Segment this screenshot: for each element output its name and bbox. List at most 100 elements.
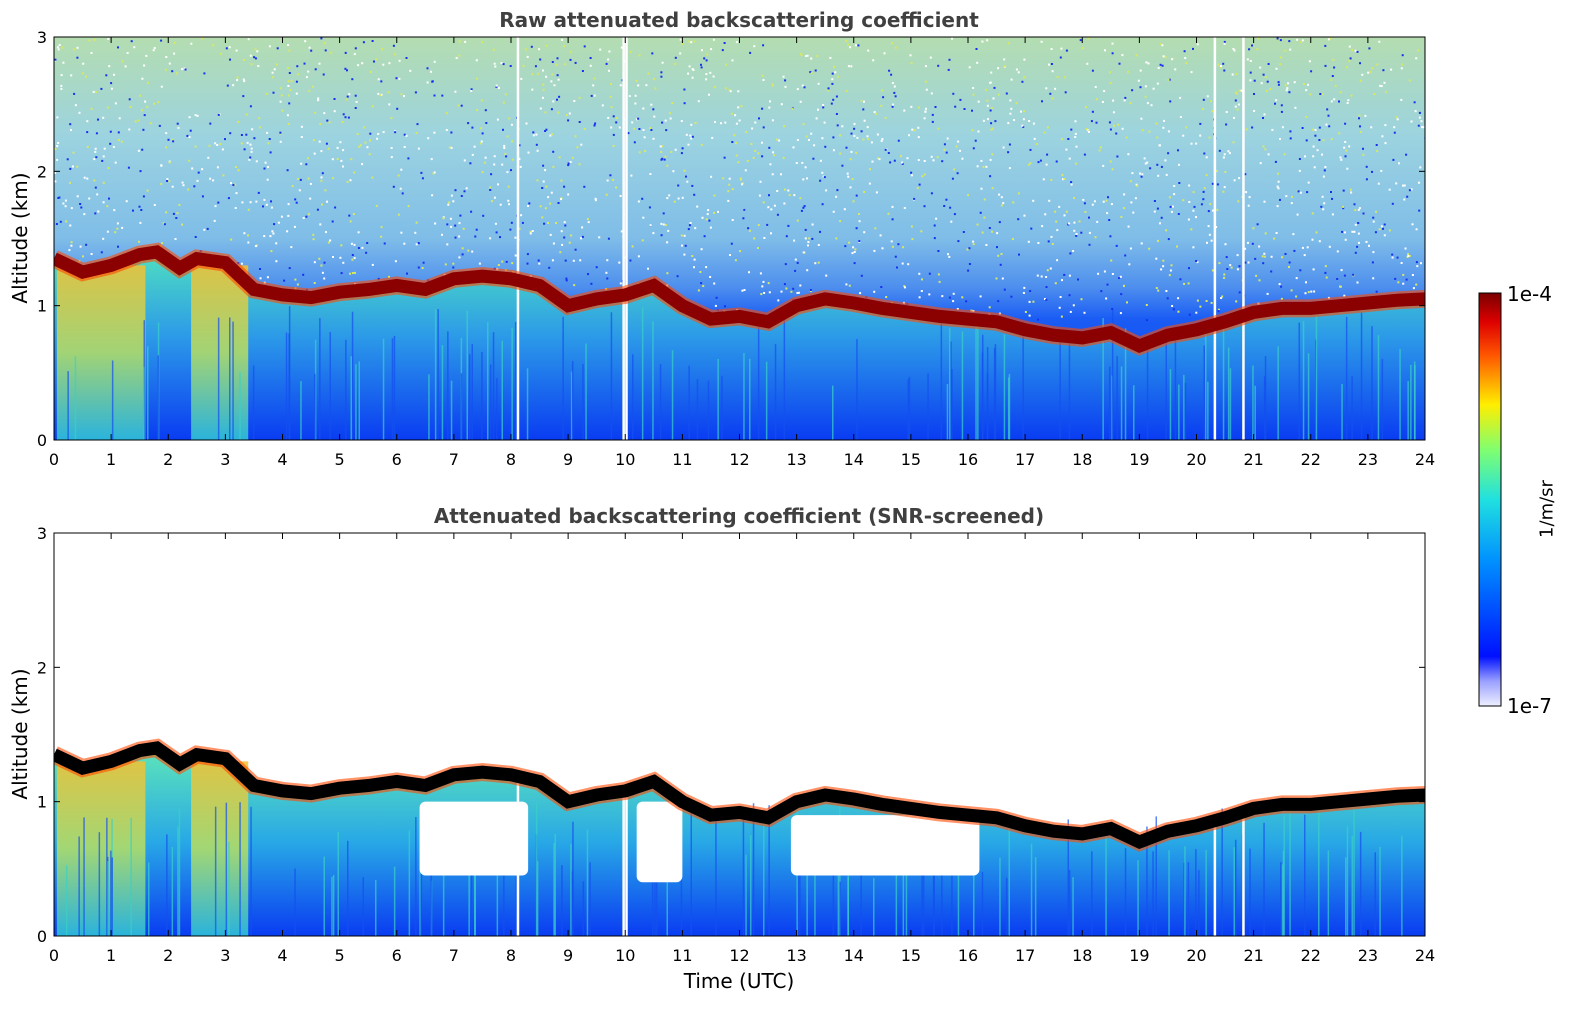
noise-speck bbox=[541, 216, 544, 219]
noise-speck bbox=[1304, 155, 1306, 158]
noise-speck bbox=[1246, 58, 1249, 61]
noise-speck bbox=[116, 227, 119, 230]
noise-speck bbox=[95, 132, 98, 135]
noise-speck bbox=[158, 124, 161, 127]
noise-speck bbox=[722, 177, 725, 180]
vertical-streak bbox=[632, 354, 634, 440]
noise-speck bbox=[1376, 150, 1379, 153]
noise-speck bbox=[1139, 69, 1142, 72]
noise-speck bbox=[1098, 149, 1101, 152]
noise-speck bbox=[1351, 49, 1354, 51]
noise-speck bbox=[615, 116, 618, 119]
noise-speck bbox=[461, 247, 464, 250]
noise-speck bbox=[901, 162, 904, 165]
noise-speck bbox=[267, 142, 270, 145]
noise-speck bbox=[976, 61, 979, 64]
noise-speck bbox=[595, 266, 598, 269]
noise-speck bbox=[415, 243, 418, 246]
noise-speck bbox=[1396, 256, 1399, 259]
noise-speck bbox=[288, 49, 291, 52]
noise-speck bbox=[706, 213, 709, 216]
noise-speck bbox=[1206, 95, 1209, 98]
noise-speck bbox=[1047, 240, 1050, 243]
noise-speck bbox=[390, 156, 393, 159]
noise-speck bbox=[266, 276, 269, 279]
noise-speck bbox=[1132, 211, 1135, 214]
vertical-streak bbox=[442, 827, 445, 936]
noise-speck bbox=[493, 62, 496, 65]
noise-speck bbox=[1111, 273, 1114, 275]
noise-speck bbox=[637, 255, 640, 258]
x-tick-label: 23 bbox=[1358, 946, 1378, 965]
noise-speck bbox=[1264, 76, 1267, 79]
noise-speck bbox=[1371, 67, 1374, 70]
noise-speck bbox=[1333, 66, 1336, 69]
noise-speck bbox=[1063, 214, 1066, 217]
vertical-streak bbox=[554, 833, 556, 936]
noise-speck bbox=[1157, 67, 1160, 69]
noise-speck bbox=[298, 189, 301, 192]
noise-speck bbox=[100, 251, 103, 254]
x-tick-label: 16 bbox=[958, 946, 978, 965]
noise-speck bbox=[414, 91, 417, 94]
vertical-streak bbox=[799, 849, 801, 936]
noise-speck bbox=[811, 223, 814, 226]
noise-speck bbox=[571, 156, 574, 159]
noise-speck bbox=[214, 142, 217, 145]
noise-speck bbox=[113, 73, 115, 76]
noise-speck bbox=[1155, 257, 1158, 260]
noise-speck bbox=[552, 242, 555, 245]
noise-speck bbox=[70, 241, 73, 244]
noise-speck bbox=[201, 195, 204, 198]
noise-speck bbox=[1196, 299, 1199, 302]
noise-speck bbox=[724, 121, 727, 124]
noise-speck bbox=[573, 100, 576, 102]
noise-speck bbox=[1110, 259, 1113, 262]
noise-speck bbox=[847, 175, 850, 178]
noise-speck bbox=[633, 127, 636, 130]
noise-speck bbox=[904, 286, 906, 289]
noise-speck bbox=[681, 244, 683, 247]
noise-speck bbox=[846, 172, 849, 175]
noise-speck bbox=[134, 120, 137, 123]
noise-speck bbox=[1342, 207, 1345, 210]
noise-speck bbox=[1002, 146, 1005, 149]
noise-speck bbox=[283, 279, 286, 282]
noise-speck bbox=[727, 190, 730, 193]
noise-speck bbox=[800, 209, 803, 212]
noise-speck bbox=[454, 236, 457, 239]
noise-speck bbox=[672, 170, 675, 173]
noise-speck bbox=[305, 163, 308, 166]
noise-speck bbox=[371, 176, 374, 179]
noise-speck bbox=[1223, 69, 1226, 72]
noise-speck bbox=[855, 151, 858, 154]
noise-speck bbox=[1060, 138, 1063, 141]
noise-speck bbox=[925, 88, 928, 91]
noise-speck bbox=[991, 187, 994, 190]
noise-speck bbox=[1192, 209, 1195, 212]
noise-speck bbox=[242, 78, 245, 81]
noise-speck bbox=[399, 187, 402, 190]
noise-speck bbox=[186, 134, 189, 137]
noise-speck bbox=[683, 169, 686, 172]
noise-speck bbox=[217, 113, 220, 116]
vertical-streak bbox=[847, 872, 849, 936]
noise-speck bbox=[767, 206, 770, 209]
vertical-streak bbox=[1252, 365, 1254, 440]
noise-speck bbox=[57, 197, 60, 199]
noise-speck bbox=[1281, 256, 1284, 259]
noise-speck bbox=[780, 103, 783, 106]
noise-speck bbox=[817, 244, 820, 246]
noise-speck bbox=[201, 168, 204, 171]
noise-speck bbox=[1276, 205, 1279, 208]
noise-speck bbox=[538, 48, 541, 51]
noise-speck bbox=[467, 122, 470, 125]
noise-speck bbox=[863, 231, 866, 234]
noise-speck bbox=[296, 65, 299, 68]
noise-speck bbox=[58, 196, 61, 199]
noise-speck bbox=[499, 203, 502, 206]
noise-speck bbox=[990, 128, 993, 131]
vertical-streak bbox=[1124, 328, 1127, 440]
noise-speck bbox=[1040, 40, 1043, 43]
noise-speck bbox=[983, 198, 986, 201]
